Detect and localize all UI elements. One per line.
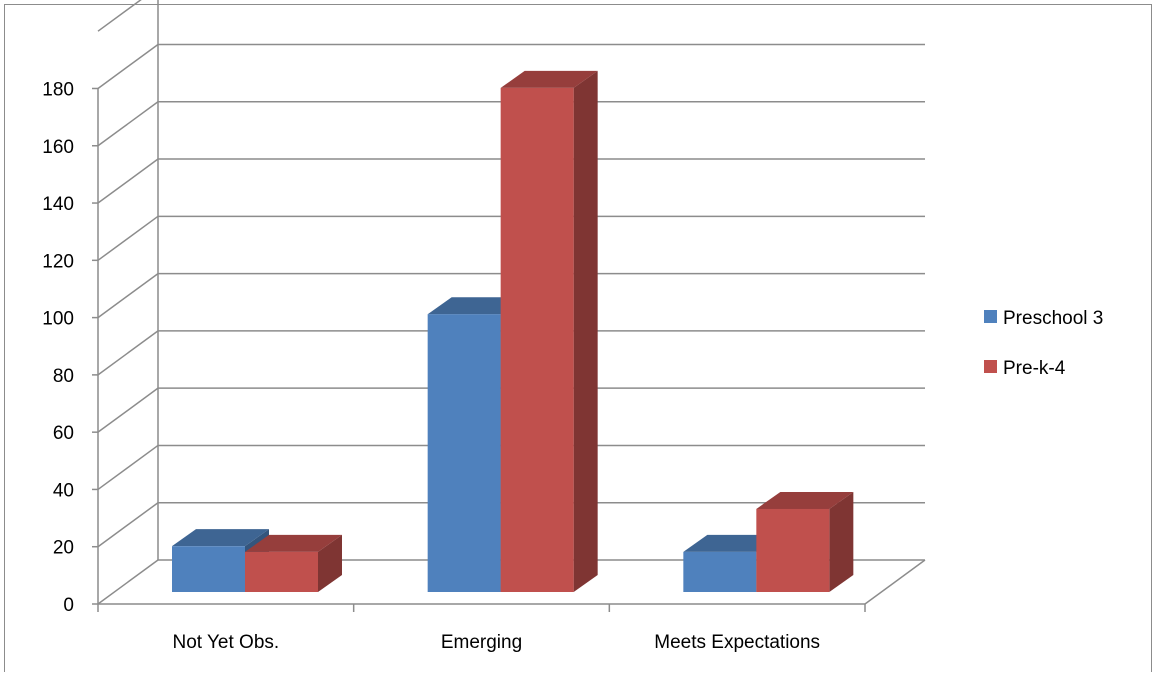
bar-top [245,534,342,552]
legend-item: Preschool 3 [984,308,1103,329]
gridline-side [97,43,159,90]
y-tick-label: 120 [42,251,74,272]
legend-swatch [984,310,997,323]
x-category-label: Emerging [441,632,522,653]
bar-top [172,529,269,547]
gridline-side [97,502,159,548]
bar-preschool-3-not-yet-obs- [172,529,269,592]
bar-pre-k-4-not-yet-obs- [245,534,342,592]
gridline-side [97,444,159,491]
bar-front [756,508,830,592]
legend-item: Pre-k-4 [984,358,1066,379]
tick-labels: 0 20 40 60 80 100 120 140 160 180 Not Yet Obs. Emer… [42,79,820,653]
bar-top [756,491,854,509]
floor-edge [864,559,926,605]
bar-front [683,551,757,592]
x-category-label: Not Yet Obs. [172,632,279,653]
bar-top [683,534,781,552]
gridline-side [97,272,159,319]
legend-swatch [984,360,997,373]
axes [92,0,926,612]
bar-side [318,534,342,592]
legend: Preschool 3 Pre-k-4 [984,308,1103,379]
bar-side [829,491,854,592]
y-tick-label: 20 [53,538,74,559]
gridline-side [97,559,159,605]
bar-pre-k-4-meets-expectations [756,491,854,592]
bar-top [500,70,598,88]
y-tick-label: 0 [63,595,74,616]
bar-front [172,546,245,592]
gridline-side [97,215,159,261]
y-tick-label: 40 [53,480,74,501]
legend-label: Preschool 3 [1003,308,1103,329]
bar-front [427,314,501,592]
x-category-label: Meets Expectations [654,632,820,653]
gridline-side [97,158,159,204]
bar-side [573,70,598,593]
legend-label: Pre-k-4 [1003,358,1066,379]
y-tick-label: 140 [42,194,74,215]
gridline-side [97,387,159,433]
bar-front [245,551,318,592]
y-tick-label: 80 [53,366,74,387]
y-tick-label: 60 [53,423,74,444]
bars [172,70,854,593]
bar-front [500,87,574,592]
y-tick-label: 160 [42,137,74,158]
gridline-side [97,330,159,376]
gridline-side [97,0,142,32]
y-tick-label: 180 [42,79,74,100]
y-tick-label: 100 [42,309,74,330]
gridline-side [97,101,159,147]
bar-pre-k-4-emerging [500,70,598,593]
bar-top [427,297,525,315]
